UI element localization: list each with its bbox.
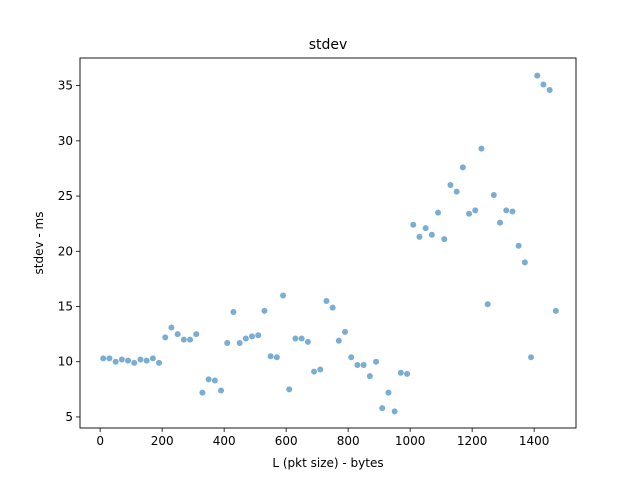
data-point [174,331,181,338]
data-point [292,335,299,342]
data-point [410,221,417,228]
data-point [267,353,274,360]
data-point [428,231,435,238]
data-point [280,292,287,299]
data-point [180,336,187,343]
data-point [298,335,305,342]
data-point [218,387,225,394]
y-tick-label: 15 [58,300,73,314]
data-point [521,259,528,266]
data-point [236,339,243,346]
data-point [137,356,144,363]
data-point [466,210,473,217]
data-point [490,191,497,198]
data-point [503,207,510,214]
data-point [515,242,522,249]
data-point [143,357,150,364]
x-tick-label: 600 [275,434,298,448]
data-point [360,362,367,369]
data-point [199,389,206,396]
data-point [106,355,113,362]
data-point [112,358,119,365]
data-point [391,408,398,415]
data-point [205,376,212,383]
data-point [335,337,342,344]
data-point [311,368,318,375]
x-tick-label: 1000 [395,434,426,448]
x-tick-label: 1400 [519,434,550,448]
data-point [323,297,330,304]
data-point [497,219,504,226]
data-point [255,332,262,339]
data-point [552,307,559,314]
x-tick-label: 400 [213,434,236,448]
y-tick-label: 20 [58,244,73,258]
data-point [286,386,293,393]
data-point [404,370,411,377]
data-point [459,164,466,171]
y-tick-label: 25 [58,189,73,203]
y-tick-label: 5 [65,410,73,424]
data-point [273,354,280,361]
x-tick-label: 200 [151,434,174,448]
x-tick-label: 800 [337,434,360,448]
plot-frame [79,57,577,429]
data-point [211,377,218,384]
data-point [118,356,125,363]
chart-title: stdev [309,37,348,53]
data-point [149,355,156,362]
data-point [317,366,324,373]
data-point [472,207,479,214]
data-point [162,334,169,341]
data-point [478,145,485,152]
y-tick-label: 35 [58,79,73,93]
data-point [528,354,535,361]
data-point [224,339,231,346]
data-point [546,87,553,94]
data-point [447,182,454,189]
data-point [441,236,448,243]
x-tick-label: 1200 [457,434,488,448]
data-point [453,188,460,195]
data-point [242,335,249,342]
data-point [193,331,200,338]
data-point [385,389,392,396]
data-point [249,333,256,340]
data-point [397,369,404,376]
points-layer [100,72,559,415]
x-tick-label: 0 [96,434,104,448]
data-point [342,328,349,335]
data-point [125,357,132,364]
ticks-layer: 0 200 400 600 800 1000 1200 1400 5 10 15 20 25 30 35 [58,79,550,448]
y-tick-label: 10 [58,355,73,369]
data-point [348,354,355,361]
data-point [230,309,237,316]
data-point [187,336,194,343]
data-point [168,324,175,331]
y-tick-label: 30 [58,134,73,148]
data-point [354,362,361,369]
data-point [379,405,386,412]
data-point [422,225,429,232]
data-point [304,338,311,345]
data-point [329,304,336,311]
data-point [100,355,107,362]
data-point [156,359,163,366]
data-point [416,233,423,240]
data-point [534,72,541,79]
data-point [435,209,442,216]
data-point [261,307,268,314]
data-point [366,373,373,380]
data-point [540,81,547,88]
x-axis-label: L (pkt size) - bytes [272,456,383,470]
data-point [509,208,516,215]
y-axis-label: stdev - ms [32,212,46,275]
data-point [484,301,491,308]
data-point [373,358,380,365]
data-point [131,359,138,366]
